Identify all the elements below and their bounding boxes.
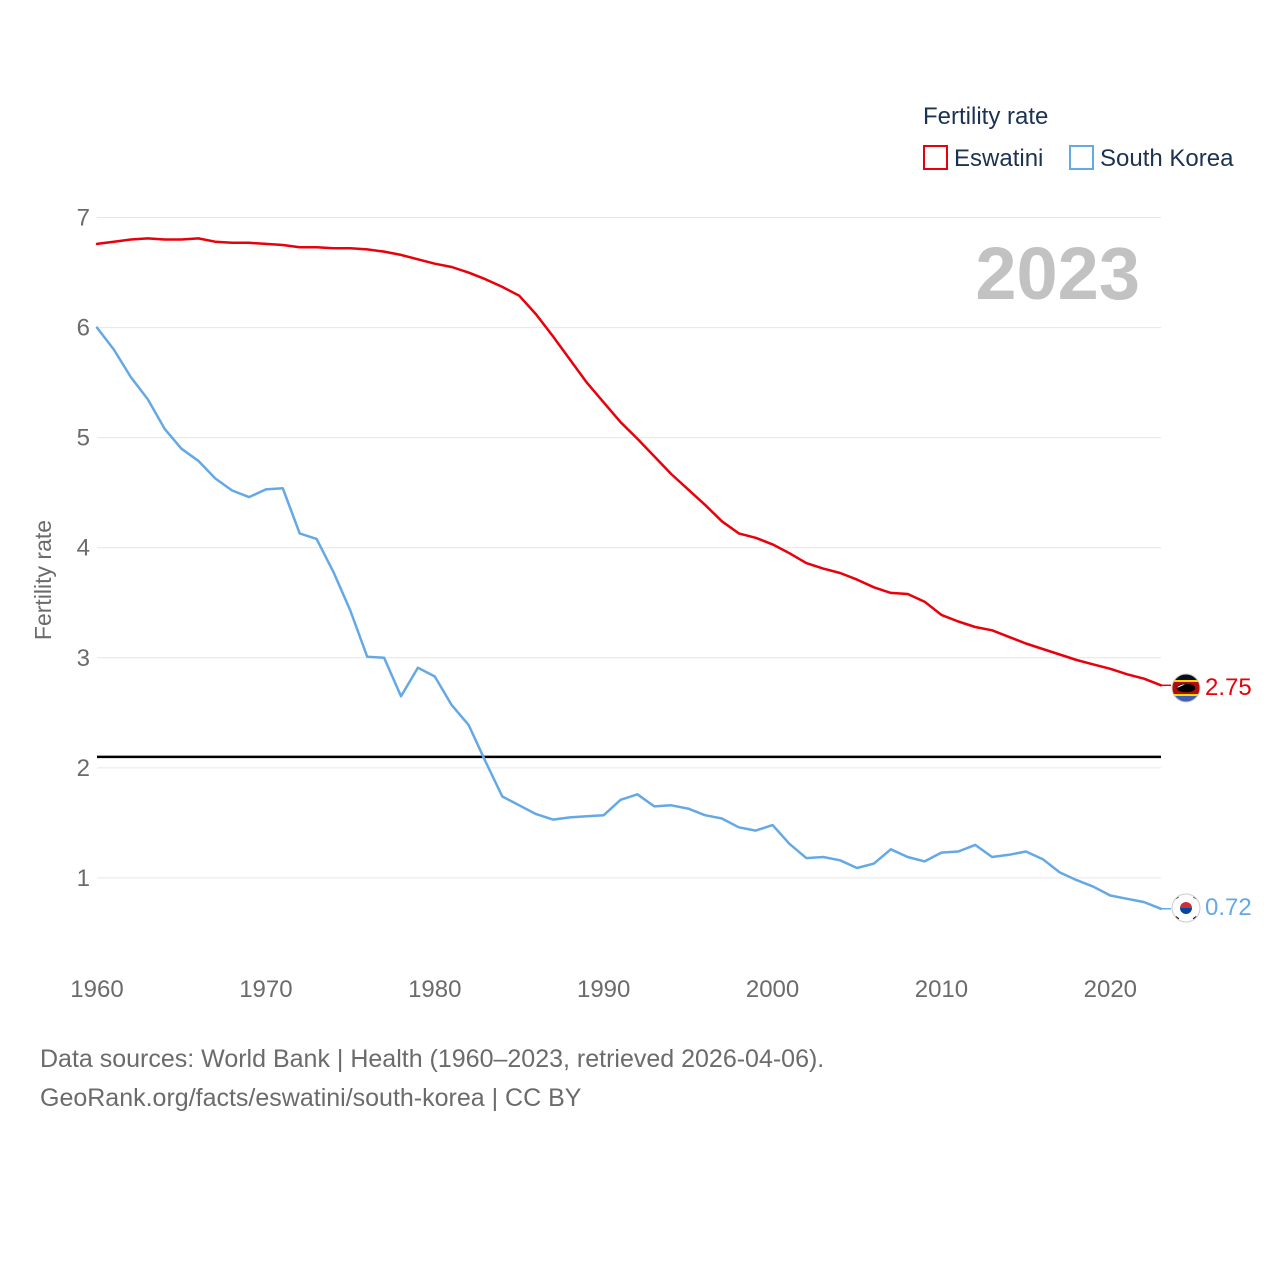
legend-label-south-korea: South Korea	[1100, 145, 1234, 172]
y-axis-label: Fertility rate	[30, 520, 56, 640]
x-tick-label: 1970	[239, 976, 292, 1003]
end-label-south-korea: 0.72	[1205, 894, 1252, 921]
legend-title: Fertility rate	[923, 103, 1048, 130]
y-tick-label: 6	[77, 315, 90, 342]
series-line-south-korea[interactable]	[95, 326, 1163, 911]
y-tick-label: 4	[77, 535, 90, 562]
series-layer	[95, 237, 1171, 911]
series-line-eswatini[interactable]	[95, 237, 1163, 687]
eswatini-flag-icon	[1171, 673, 1201, 703]
year-watermark: 2023	[975, 232, 1140, 315]
y-tick-label: 1	[77, 865, 90, 892]
x-tick-label: 1990	[577, 976, 630, 1003]
source-link[interactable]: GeoRank.org/facts/eswatini/south-korea |…	[40, 1084, 582, 1112]
legend-item-south-korea[interactable]: South Korea	[1069, 145, 1234, 172]
y-tick-label: 5	[77, 425, 90, 452]
y-tick-label: 2	[77, 755, 90, 782]
south-korea-flag-icon	[1171, 893, 1201, 923]
axis-layer: 1 2 3 4 5 6 7 1960 1970 1980 1990 2000 2010 2020	[70, 205, 1137, 1003]
legend-swatch-south-korea	[1069, 145, 1094, 170]
end-label-eswatini: 2.75	[1205, 674, 1252, 701]
grid-layer	[97, 217, 1161, 879]
x-tick-label: 2010	[915, 976, 968, 1003]
legend-item-eswatini[interactable]: Eswatini	[923, 145, 1043, 172]
x-tick-label: 2000	[746, 976, 799, 1003]
x-tick-label: 1980	[408, 976, 461, 1003]
x-tick-label: 2020	[1084, 976, 1137, 1003]
x-tick-label: 1960	[70, 976, 123, 1003]
legend-swatch-eswatini	[923, 145, 948, 170]
y-tick-label: 7	[77, 205, 90, 232]
y-tick-label: 3	[77, 645, 90, 672]
legend-label-eswatini: Eswatini	[954, 145, 1043, 172]
source-citation: Data sources: World Bank | Health (1960–…	[40, 1045, 825, 1073]
